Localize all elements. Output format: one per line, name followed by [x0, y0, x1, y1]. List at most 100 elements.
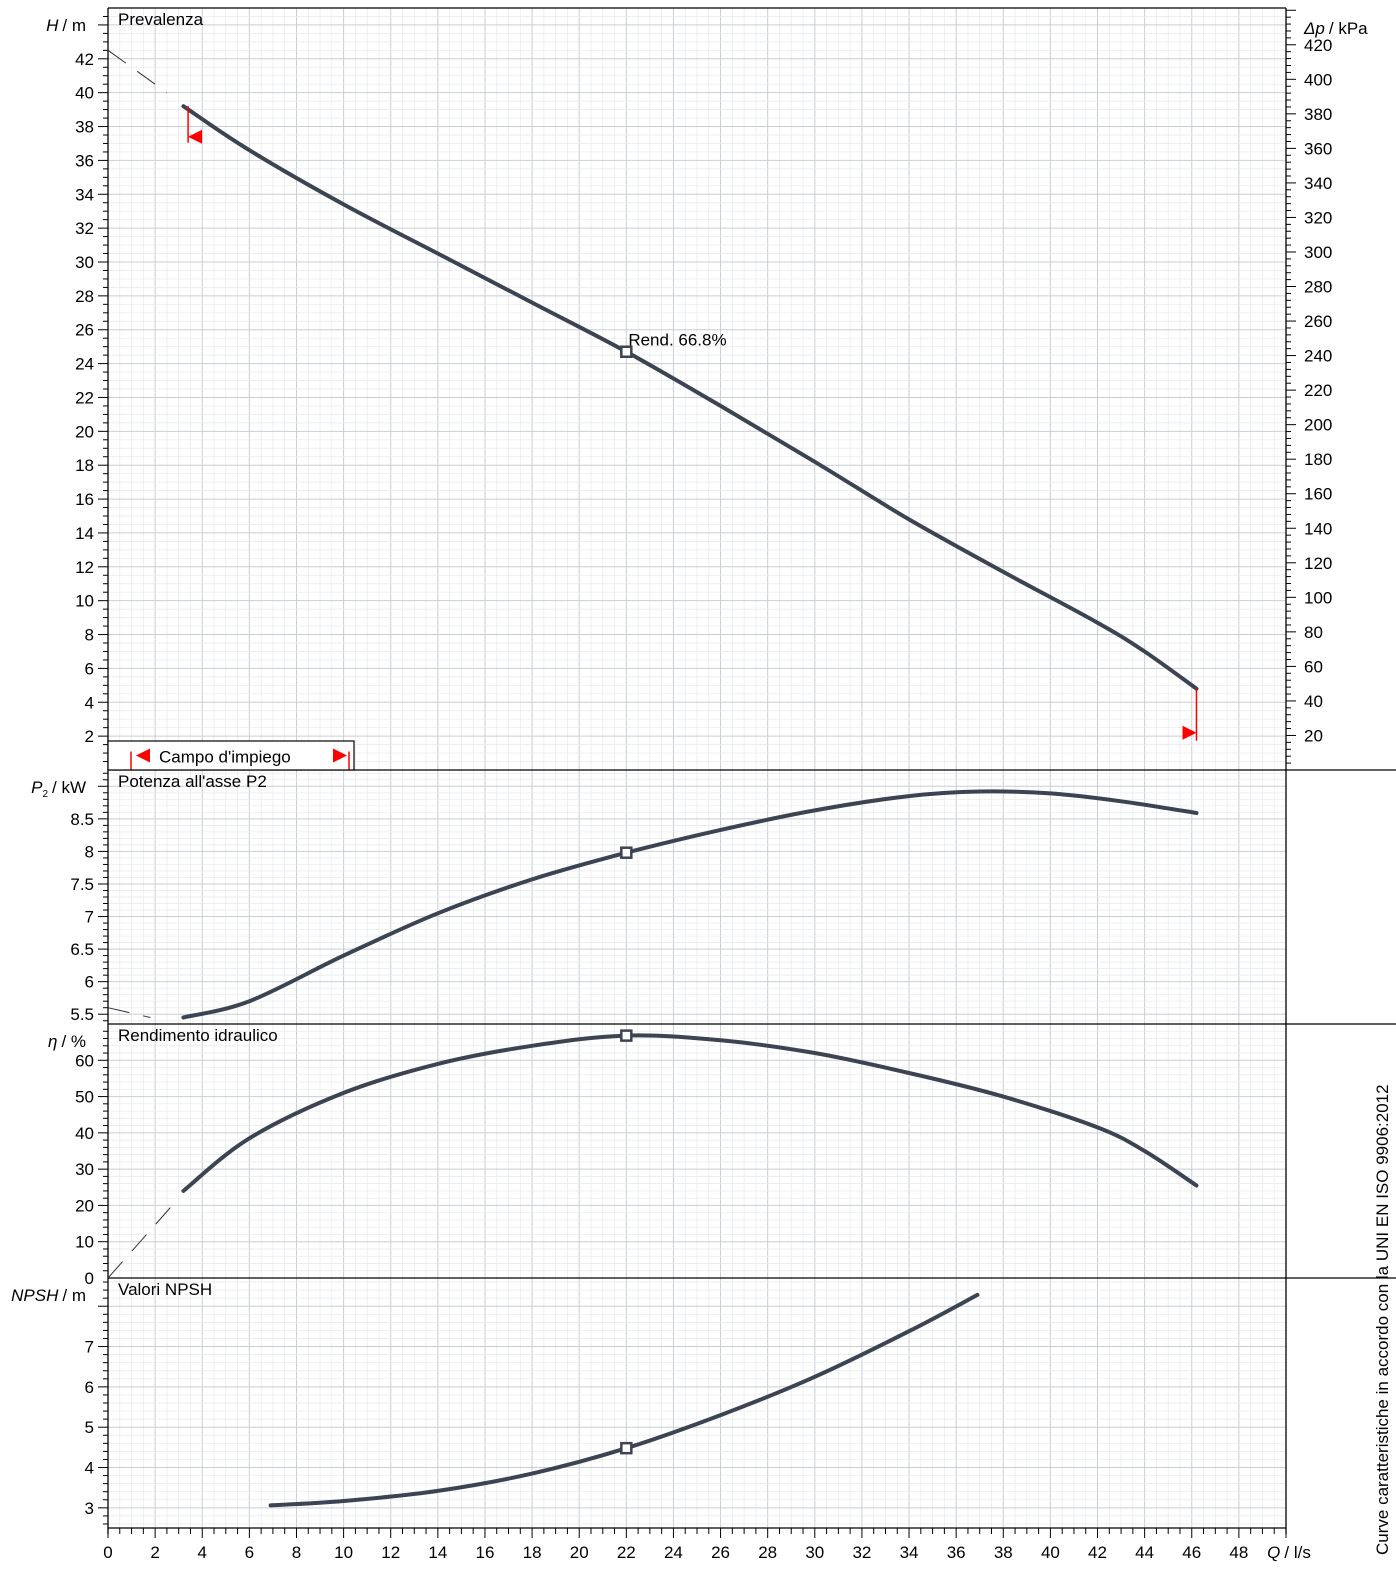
y-tick-label: 50	[75, 1088, 94, 1107]
x-axis-label: Q / l/s	[1267, 1543, 1311, 1562]
y-tick-label: 28	[75, 287, 94, 306]
duty-point-marker	[620, 1029, 633, 1042]
x-tick-label: 26	[711, 1543, 730, 1562]
performance-curve	[181, 104, 1199, 691]
y-tick-label: 38	[75, 118, 94, 137]
extrapolation-line	[107, 1007, 151, 1018]
x-axis-variable: Q	[1267, 1543, 1280, 1562]
y-tick-label: 5.5	[70, 1005, 94, 1024]
y2-tick-label: 60	[1304, 657, 1323, 676]
y-tick-label: 32	[75, 219, 94, 238]
x-tick-label: 0	[103, 1543, 112, 1562]
x-tick-label: 8	[292, 1543, 301, 1562]
y-axis-unit: / %	[61, 1032, 86, 1051]
y-tick-label: 14	[75, 524, 94, 543]
y-tick-label: 6.5	[70, 940, 94, 959]
y-tick-label: 18	[75, 456, 94, 475]
y-tick-label: 5	[85, 1418, 94, 1437]
y-axis-label: H / m	[46, 16, 86, 35]
x-tick-label: 38	[994, 1543, 1013, 1562]
y2-tick-label: 360	[1304, 139, 1332, 158]
standard-note: Curve caratteristiche in accordo con la …	[1373, 1084, 1392, 1555]
y-axis-label: P2 / kW	[31, 778, 86, 800]
range-max-arrow	[1182, 725, 1197, 740]
y-axis-unit: / kW	[52, 778, 86, 797]
curves-layer	[107, 49, 1199, 1508]
y2-tick-label: 20	[1304, 726, 1323, 745]
y-tick-label: 30	[75, 253, 94, 272]
y2-tick-label: 340	[1304, 174, 1332, 193]
y-tick-label: 4	[85, 1459, 94, 1478]
y2-tick-label: 280	[1304, 278, 1332, 297]
y2-tick-label: 260	[1304, 312, 1332, 331]
x-axis-unit: / l/s	[1284, 1543, 1310, 1562]
panel-title: Valori NPSH	[118, 1280, 212, 1299]
y2-tick-label: 140	[1304, 519, 1332, 538]
x-tick-label: 4	[198, 1543, 207, 1562]
y-axis-variable: NPSH	[11, 1286, 59, 1305]
x-tick-label: 16	[475, 1543, 494, 1562]
y-tick-label: 8	[85, 842, 94, 861]
y-tick-label: 7	[85, 908, 94, 927]
x-tick-label: 34	[900, 1543, 919, 1562]
extrapolation-line	[107, 49, 168, 94]
y2-tick-label: 420	[1304, 36, 1332, 55]
range-legend-left-arrow	[136, 748, 150, 763]
x-tick-label: 24	[664, 1543, 683, 1562]
y-tick-label: 40	[75, 1124, 94, 1143]
x-tick-label: 32	[852, 1543, 871, 1562]
y-axis-unit: / m	[62, 1286, 86, 1305]
x-tick-label: 44	[1135, 1543, 1154, 1562]
y2-tick-label: 40	[1304, 692, 1323, 711]
x-tick-label: 48	[1229, 1543, 1248, 1562]
y2-tick-label: 120	[1304, 554, 1332, 573]
x-tick-label: 36	[947, 1543, 966, 1562]
y-axis-variable: H	[46, 16, 59, 35]
y-tick-label: 22	[75, 388, 94, 407]
y-tick-label: 16	[75, 490, 94, 509]
y-axis-variable: P	[31, 778, 43, 797]
y-tick-label: 10	[75, 592, 94, 611]
y-tick-label: 3	[85, 1499, 94, 1518]
range-legend-right-arrow	[333, 748, 347, 763]
y2-tick-label: 380	[1304, 105, 1332, 124]
y-tick-label: 60	[75, 1051, 94, 1070]
y2-axis-label: Δp / kPa	[1303, 19, 1368, 38]
y-tick-label: 7	[85, 1338, 94, 1357]
duty-point-marker	[620, 345, 633, 358]
y-tick-label: 24	[75, 355, 94, 374]
y-tick-label: 2	[85, 727, 94, 746]
x-tick-label: 28	[758, 1543, 777, 1562]
panel-title: Potenza all'asse P2	[118, 772, 267, 791]
performance-curve	[181, 1033, 1199, 1193]
y-tick-label: 12	[75, 558, 94, 577]
x-tick-label: 6	[245, 1543, 254, 1562]
range-legend-label: Campo d'impiego	[159, 748, 291, 767]
performance-curve	[181, 789, 1199, 1020]
y2-axis-variable: Δp	[1303, 19, 1325, 38]
x-tick-label: 22	[617, 1543, 636, 1562]
x-tick-label: 12	[381, 1543, 400, 1562]
y2-tick-label: 400	[1304, 70, 1332, 89]
panel-title: Prevalenza	[118, 10, 204, 29]
y-tick-label: 26	[75, 321, 94, 340]
performance-curve	[268, 1292, 980, 1508]
y-tick-label: 36	[75, 151, 94, 170]
labels-layer: 24681012141618202224262830323436384042Pr…	[11, 10, 1392, 1562]
range-min-arrow	[188, 129, 203, 144]
y-tick-label: 4	[85, 693, 94, 712]
y2-tick-label: 220	[1304, 381, 1332, 400]
x-tick-label: 42	[1088, 1543, 1107, 1562]
y-axis-unit: / m	[62, 16, 86, 35]
y2-tick-label: 240	[1304, 347, 1332, 366]
y-axis-label: NPSH / m	[11, 1286, 86, 1305]
y-tick-label: 0	[85, 1269, 94, 1288]
y2-tick-label: 160	[1304, 485, 1332, 504]
x-tick-label: 30	[805, 1543, 824, 1562]
x-tick-label: 18	[523, 1543, 542, 1562]
y2-tick-label: 80	[1304, 623, 1323, 642]
y2-tick-label: 200	[1304, 416, 1332, 435]
y-tick-label: 20	[75, 422, 94, 441]
